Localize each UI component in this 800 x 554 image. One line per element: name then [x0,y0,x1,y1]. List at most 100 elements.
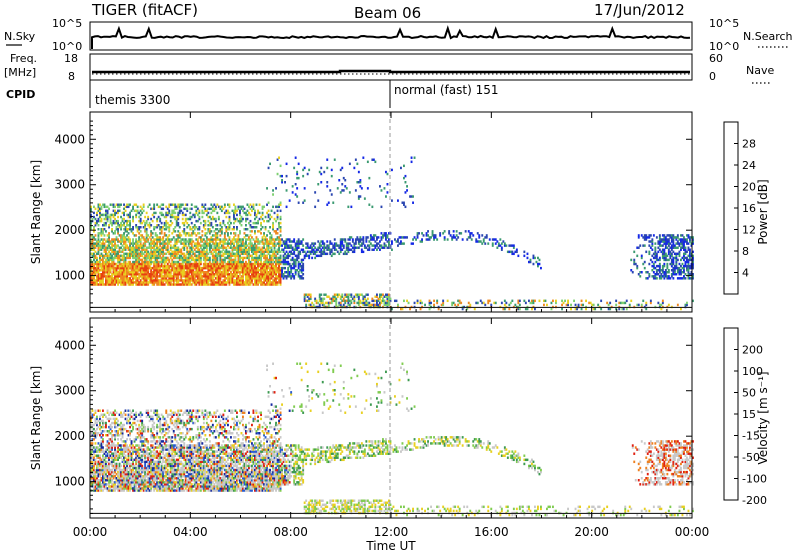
power-cell [299,250,302,254]
power-cell [270,254,273,258]
power-cell [132,281,134,284]
power-cell [205,281,208,284]
power-cell [208,266,211,270]
power-cell [106,205,109,209]
power-cell [227,226,229,229]
power-cell [118,269,121,272]
power-cell [97,279,100,282]
power-cell [255,240,258,243]
power-cell [144,271,147,274]
power-cell [517,307,520,311]
power-cell [242,260,244,264]
power-cell [683,248,685,251]
power-cell [171,266,174,270]
power-cell [190,273,193,276]
power-cell [248,269,250,272]
power-cell [264,238,267,241]
power-cell [255,244,258,247]
power-cell [201,252,204,256]
power-cell [264,283,267,286]
power-cell [135,226,138,229]
power-cell [166,279,169,282]
power-cell [168,242,171,245]
power-cell [658,248,661,251]
power-cell [649,246,652,249]
power-cell [615,303,618,307]
power-cell [193,266,196,270]
power-cell [97,271,100,274]
power-cell [267,252,270,256]
power-cell [139,246,142,249]
power-cell [690,236,693,239]
power-cell [278,246,280,249]
power-cell [127,269,130,272]
power-cell [237,219,240,223]
power-cell [359,179,362,182]
power-cell [457,299,460,303]
power-cell [257,242,259,245]
power-cell [687,248,690,251]
power-cell [660,244,663,247]
power-cell [162,281,165,284]
power-cell [94,271,97,274]
power-cell [127,240,130,243]
power-cell [186,252,189,256]
power-cell [124,230,127,233]
power-cell [210,264,213,268]
power-cell [255,250,258,254]
power-cell [223,264,226,268]
power-cell [99,215,101,219]
power-cell [127,205,130,209]
power-cell [172,250,175,254]
power-cell [105,230,107,233]
power-cell [114,242,116,245]
power-cell [174,250,177,254]
power-cell [261,254,264,258]
power-cell [326,248,329,251]
power-cell [186,226,189,229]
power-cell [655,252,658,256]
velocity-cell [90,483,92,486]
power-cell [123,217,125,221]
power-cell [135,246,138,249]
power-cell [181,283,184,286]
power-cell [117,281,119,284]
power-cell [111,266,113,270]
power-cell [112,219,115,223]
power-cell [213,273,216,276]
power-cell [652,264,655,268]
power-cell [138,248,141,251]
power-cell [365,301,368,305]
power-cell [300,260,303,264]
power-cell [144,250,147,254]
power-cell [136,242,139,245]
power-cell [243,232,246,235]
power-cell [180,209,183,213]
power-cell [111,240,113,243]
power-cell [153,283,156,286]
power-cell [132,250,134,254]
power-cell [211,205,214,209]
power-cell [245,262,247,266]
power-cell [142,203,145,206]
power-cell [141,277,144,280]
power-cell [114,269,116,272]
power-cell [189,207,192,211]
power-cell [156,283,159,286]
power-cell [129,219,131,223]
power-cell [491,244,494,247]
power-cell [112,277,115,280]
power-cell [228,228,231,231]
power-cell [115,281,118,284]
power-cell [321,246,324,249]
power-cell [175,252,178,256]
power-colorbar-tick-label: 4 [742,267,749,280]
power-cell [257,269,259,272]
power-cell [588,301,591,305]
power-cell [413,156,416,159]
power-cell [193,283,196,286]
power-cell [240,242,243,245]
power-cell [239,248,241,251]
power-cell [279,221,282,225]
power-cell [172,254,175,258]
